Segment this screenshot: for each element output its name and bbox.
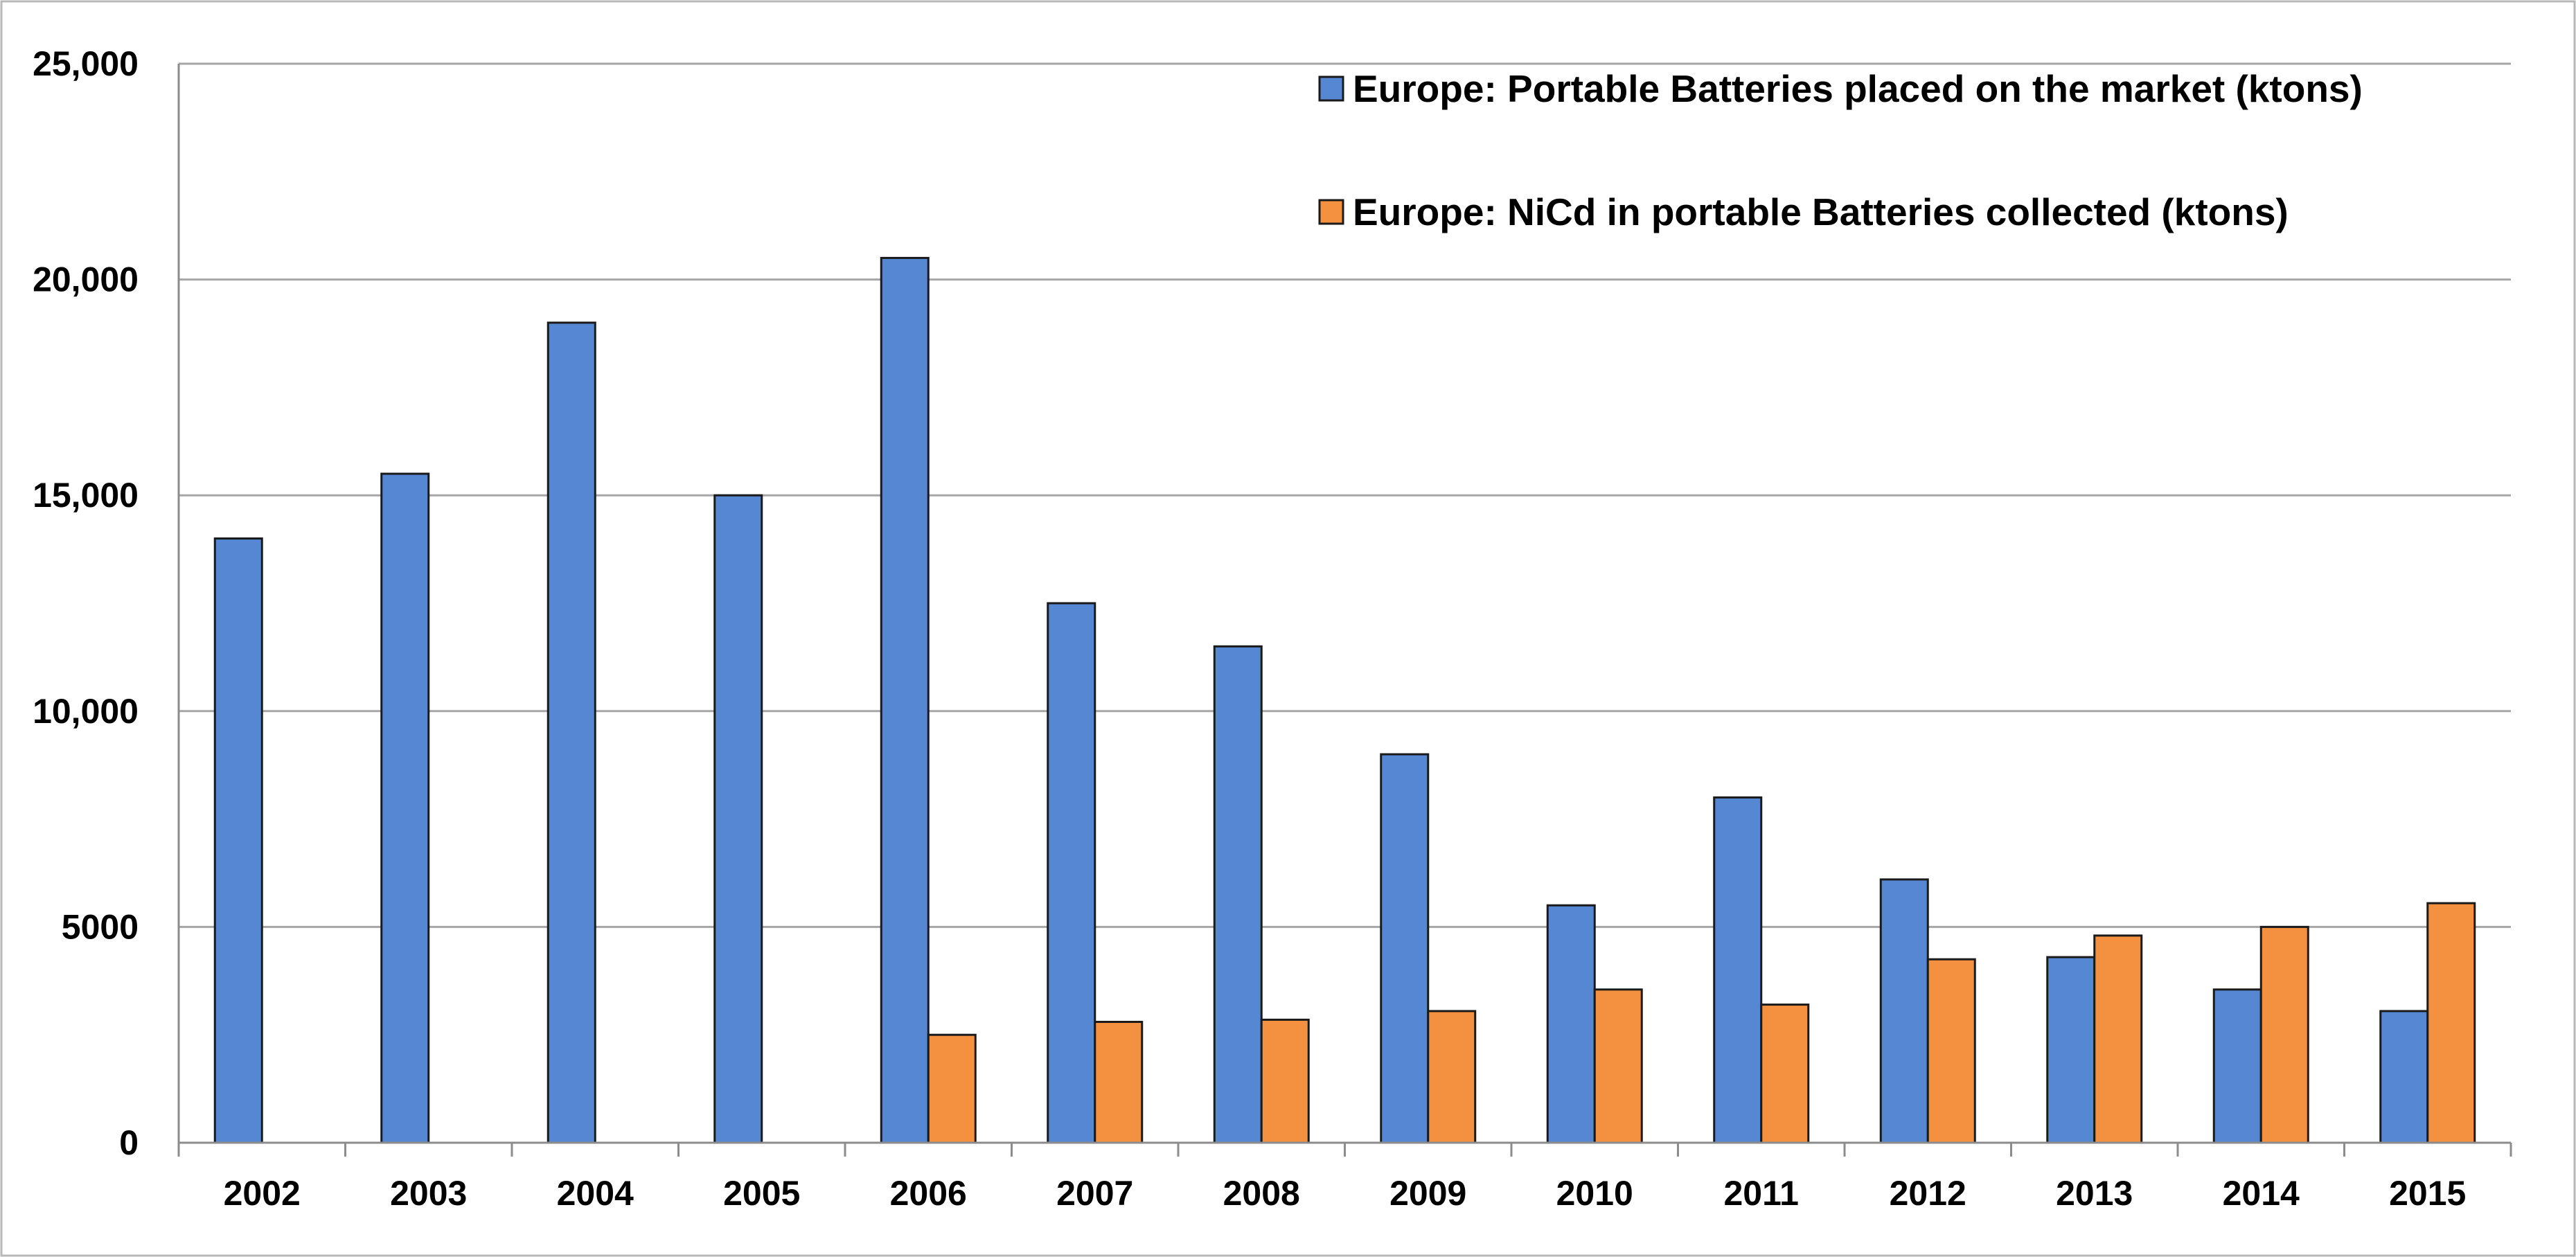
x-tick-label: 2012 bbox=[1890, 1174, 1966, 1213]
legend-label-series-1: Europe: Portable Batteries placed on the… bbox=[1353, 67, 2363, 110]
bar-series-1-2004 bbox=[547, 321, 596, 1144]
x-tick-label: 2013 bbox=[2056, 1174, 2133, 1213]
y-tick-label: 10,000 bbox=[33, 692, 139, 731]
bar-series-1-2003 bbox=[380, 472, 430, 1144]
x-tick-label: 2011 bbox=[1724, 1174, 1799, 1213]
x-tick-label: 2014 bbox=[2223, 1174, 2300, 1213]
x-tick-label: 2008 bbox=[1223, 1174, 1300, 1213]
bar-series-1-2005 bbox=[713, 494, 763, 1144]
bar-series-1-2002 bbox=[213, 537, 263, 1144]
bar-series-1-2014 bbox=[2212, 988, 2262, 1144]
bar-series-1-2012 bbox=[1879, 878, 1929, 1144]
y-tick-label: 25,000 bbox=[33, 44, 139, 83]
bar-series-1-2008 bbox=[1213, 645, 1263, 1144]
bar-series-2-2013 bbox=[2093, 934, 2143, 1144]
bar-series-1-2009 bbox=[1380, 753, 1430, 1144]
y-tick-label: 0 bbox=[119, 1123, 139, 1162]
legend-swatch-series-2 bbox=[1318, 199, 1344, 225]
x-tick-label: 2015 bbox=[2389, 1174, 2466, 1213]
y-tick-label: 20,000 bbox=[33, 260, 139, 299]
x-tick-label: 2010 bbox=[1556, 1174, 1633, 1213]
bar-series-1-2010 bbox=[1546, 904, 1596, 1144]
bar-series-2-2009 bbox=[1427, 1010, 1477, 1144]
bar-series-1-2013 bbox=[2046, 956, 2096, 1144]
bar-series-1-2006 bbox=[880, 256, 930, 1144]
legend-swatch-series-1 bbox=[1318, 75, 1344, 102]
x-tick-label: 2009 bbox=[1389, 1174, 1466, 1213]
axis-layer: 0 5000 10,000 15,000 20,000 25,000 2002 2003 200… bbox=[33, 44, 2512, 1213]
bar-series-2-2006 bbox=[927, 1033, 977, 1144]
legend-label-series-2: Europe: NiCd in portable Batteries colle… bbox=[1353, 190, 2289, 233]
bar-series-1-2015 bbox=[2379, 1010, 2429, 1144]
x-tick-label: 2002 bbox=[224, 1174, 301, 1213]
y-tick-label: 15,000 bbox=[33, 476, 139, 515]
bar-series-2-2011 bbox=[1760, 1004, 1810, 1144]
bar-series-2-2007 bbox=[1094, 1021, 1144, 1144]
bar-series-2-2014 bbox=[2259, 925, 2309, 1144]
x-tick-label: 2007 bbox=[1056, 1174, 1133, 1213]
x-tick-label: 2003 bbox=[390, 1174, 467, 1213]
bar-series-2-2012 bbox=[1926, 958, 1976, 1144]
bar-series-2-2008 bbox=[1260, 1018, 1310, 1144]
legend: Europe: Portable Batteries placed on the… bbox=[1318, 67, 2363, 233]
bar-series-1-2011 bbox=[1713, 796, 1763, 1144]
x-tick-label: 2004 bbox=[557, 1174, 634, 1213]
bar-series-1-2007 bbox=[1047, 602, 1096, 1144]
x-tick-label: 2005 bbox=[723, 1174, 800, 1213]
x-tick-label: 2006 bbox=[890, 1174, 967, 1213]
bar-series-2-2010 bbox=[1593, 988, 1643, 1144]
bars-layer bbox=[213, 256, 2476, 1144]
y-tick-label: 5000 bbox=[62, 907, 139, 946]
bar-series-2-2015 bbox=[2426, 902, 2476, 1144]
